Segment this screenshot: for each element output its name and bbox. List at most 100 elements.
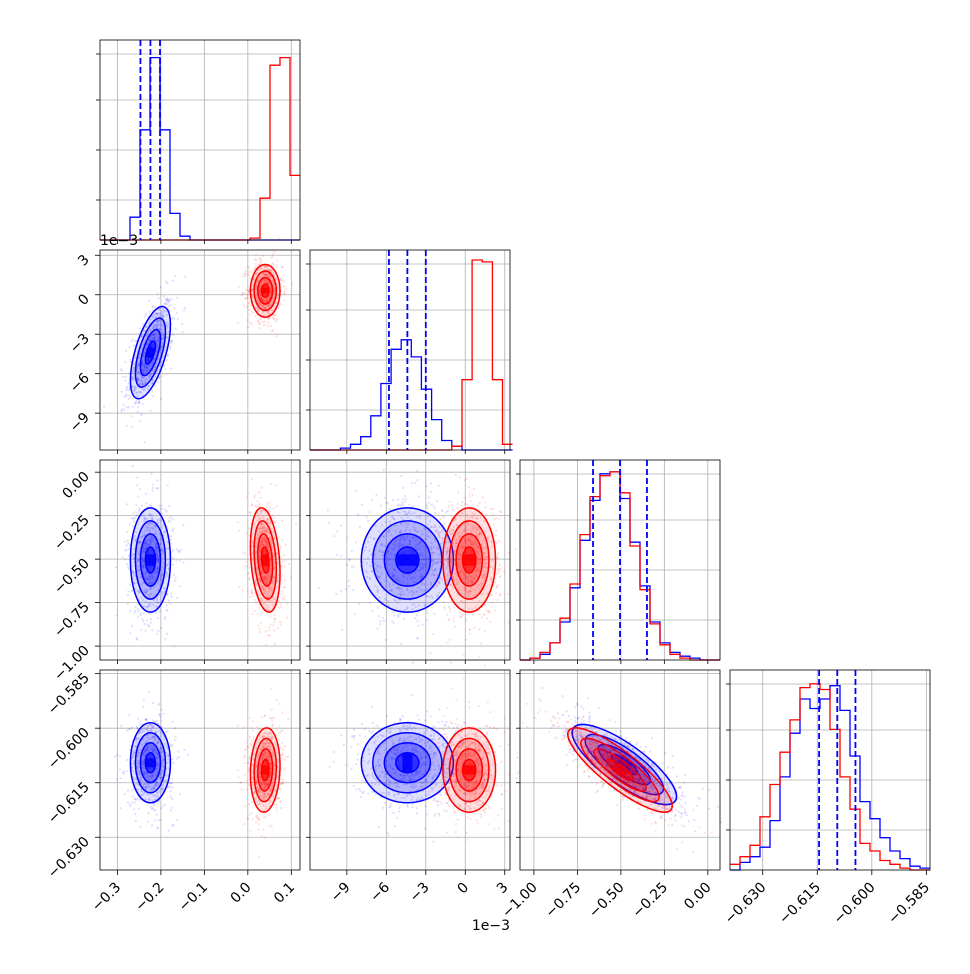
scatter-point	[153, 559, 155, 561]
scatter-point	[166, 593, 168, 595]
scatter-point	[167, 558, 169, 560]
scatter-point	[145, 325, 147, 327]
scatter-point	[254, 567, 256, 569]
scatter-point	[469, 629, 471, 631]
scatter-point	[284, 767, 286, 769]
scatter-point	[250, 272, 252, 274]
scatter-point	[148, 793, 150, 795]
scatter-point	[135, 757, 137, 759]
scatter-point	[261, 524, 263, 526]
scatter-point	[135, 369, 137, 371]
scatter-point	[253, 516, 255, 518]
scatter-point	[143, 788, 145, 790]
scatter-point	[265, 562, 267, 564]
scatter-point	[170, 576, 172, 578]
scatter-point	[135, 572, 137, 574]
scatter-point	[397, 546, 399, 548]
scatter-point	[157, 487, 159, 489]
scatter-point	[170, 342, 172, 344]
scatter-point	[122, 556, 124, 558]
scatter-point	[470, 569, 472, 571]
scatter-point	[130, 770, 132, 772]
scatter-point	[135, 373, 137, 375]
scatter-point	[465, 570, 467, 572]
scatter-point	[245, 298, 247, 300]
scatter-point	[257, 561, 259, 563]
scatter-point	[128, 372, 130, 374]
scatter-point	[262, 555, 264, 557]
scatter-point	[270, 325, 272, 327]
scatter-point	[156, 792, 158, 794]
scatter-point	[406, 583, 408, 585]
scatter-point	[333, 535, 335, 537]
scatter-point	[477, 536, 479, 538]
scatter-point	[147, 821, 149, 823]
scatter-point	[419, 565, 421, 567]
scatter-point	[486, 617, 488, 619]
scatter-point	[286, 603, 288, 605]
scatter-point	[439, 570, 441, 572]
scatter-point	[394, 541, 396, 543]
scatter-point	[171, 778, 173, 780]
scatter-point	[158, 756, 160, 758]
scatter-point	[267, 525, 269, 527]
scatter-point	[160, 819, 162, 821]
scatter-point	[396, 587, 398, 589]
scatter-point	[423, 564, 425, 566]
scatter-point	[469, 507, 471, 509]
scatter-point	[499, 568, 501, 570]
scatter-point	[422, 624, 424, 626]
scatter-point	[430, 532, 432, 534]
scatter-point	[133, 784, 135, 786]
scatter-point	[151, 376, 153, 378]
scatter-point	[143, 581, 145, 583]
scatter-point	[164, 509, 166, 511]
scatter-point	[253, 286, 255, 288]
scatter-point	[395, 561, 397, 563]
scatter-point	[278, 607, 280, 609]
scatter-point	[255, 283, 257, 285]
scatter-point	[166, 738, 168, 740]
scatter-point	[253, 595, 255, 597]
scatter-point	[125, 350, 127, 352]
scatter-point	[140, 776, 142, 778]
scatter-point	[135, 402, 137, 404]
scatter-point	[473, 548, 475, 550]
scatter-point	[385, 563, 387, 565]
scatter-point	[145, 394, 147, 396]
scatter-point	[259, 543, 261, 545]
scatter-point	[157, 575, 159, 577]
scatter-point	[455, 579, 457, 581]
scatter-point	[283, 290, 285, 292]
scatter-point	[401, 544, 403, 546]
scatter-point	[164, 788, 166, 790]
scatter-point	[152, 586, 154, 588]
scatter-point	[269, 291, 271, 293]
scatter-point	[258, 579, 260, 581]
scatter-point	[158, 539, 160, 541]
scatter-point	[400, 594, 402, 596]
scatter-point	[256, 793, 258, 795]
scatter-point	[284, 586, 286, 588]
scatter-point	[401, 557, 403, 559]
scatter-point	[146, 349, 148, 351]
scatter-point	[360, 566, 362, 568]
scatter-point	[266, 531, 268, 533]
scatter-point	[358, 603, 360, 605]
scatter-point	[471, 576, 473, 578]
scatter-point	[279, 621, 281, 623]
scatter-point	[398, 532, 400, 534]
scatter-point	[442, 528, 444, 530]
scatter-point	[152, 352, 154, 354]
scatter-point	[277, 585, 279, 587]
hist-panel-p1-grid	[310, 250, 510, 450]
scatter-point	[161, 508, 163, 510]
scatter-point	[406, 588, 408, 590]
scatter-point	[411, 513, 413, 515]
scatter-point	[149, 316, 151, 318]
scatter-point	[263, 307, 265, 309]
scatter-point	[414, 536, 416, 538]
scatter-point	[478, 600, 480, 602]
scatter-point	[155, 768, 157, 770]
scatter-point	[462, 552, 464, 554]
